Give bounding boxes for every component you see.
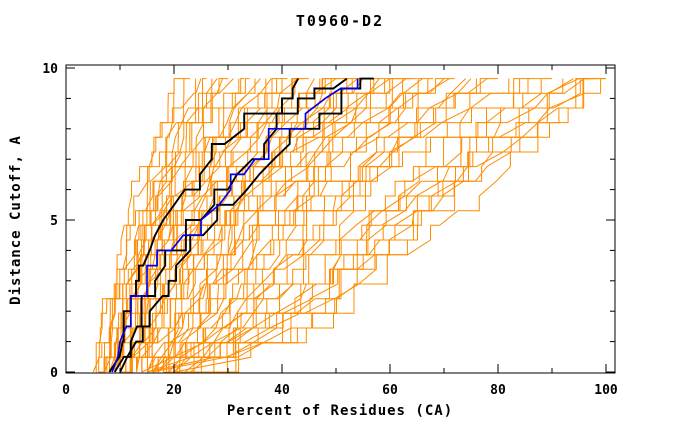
x-axis-label: Percent of Residues (CA) (226, 403, 454, 419)
model-curve (113, 77, 348, 373)
model-curve (168, 78, 596, 373)
model-curve (152, 78, 606, 373)
x-tick-label: 40 (274, 383, 290, 398)
x-tick-label: 60 (382, 383, 398, 398)
model-curve (92, 78, 175, 373)
x-tick-label: 20 (166, 383, 182, 398)
chart-title: T0960-D2 (295, 12, 385, 30)
model-curve (111, 78, 359, 373)
model-curve (152, 78, 417, 373)
model-curve (141, 78, 510, 373)
plot-frame (65, 64, 616, 374)
model-curve (130, 78, 369, 372)
x-tick-label: 80 (490, 383, 506, 398)
y-tick-label: 10 (42, 62, 58, 77)
x-tick-label: 0 (62, 383, 70, 398)
model-curve (136, 78, 396, 372)
model-curve (125, 78, 267, 373)
y-tick-label: 0 (50, 366, 58, 381)
x-tick-label: 100 (594, 383, 618, 398)
model-curve (147, 78, 590, 373)
model-curve (152, 78, 375, 372)
model-curve (163, 78, 401, 372)
model-curve (119, 77, 374, 373)
model-curve (108, 78, 300, 373)
model-curve (131, 78, 337, 373)
model-curve (103, 78, 224, 373)
model-curve (146, 78, 407, 373)
model-curve (141, 78, 386, 372)
model-curve (174, 78, 606, 373)
model-curve (141, 78, 580, 372)
model-curve (179, 78, 488, 372)
curves-layer (92, 77, 606, 373)
y-axis-label: Distance Cutoff, A (8, 135, 24, 305)
y-tick-label: 5 (50, 214, 58, 229)
